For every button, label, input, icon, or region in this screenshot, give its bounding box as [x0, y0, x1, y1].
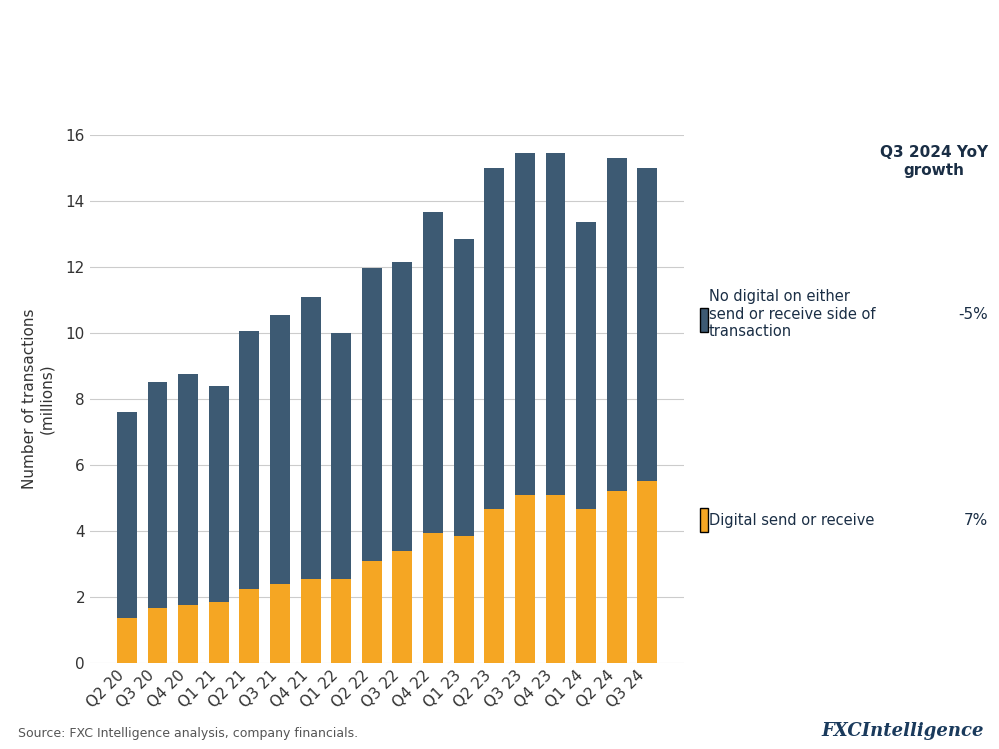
FancyBboxPatch shape — [700, 308, 707, 332]
Bar — [606, 491, 626, 663]
Bar — [545, 153, 565, 494]
Bar — [485, 168, 504, 509]
Text: Q3 2024 YoY
growth: Q3 2024 YoY growth — [880, 145, 988, 178]
Bar — [209, 601, 229, 663]
Bar — [362, 560, 382, 663]
Text: Digital send or receive: Digital send or receive — [709, 513, 874, 528]
Bar — [576, 222, 596, 509]
Bar — [545, 494, 565, 663]
Bar — [332, 333, 351, 579]
Bar — [393, 551, 413, 663]
FancyBboxPatch shape — [700, 509, 707, 533]
Bar — [637, 482, 657, 663]
Text: -5%: -5% — [958, 307, 988, 322]
Text: Intermex transaction numbers by digital and non-digital: Intermex transaction numbers by digital … — [18, 91, 523, 109]
Bar — [454, 239, 474, 536]
Bar — [240, 331, 260, 589]
Y-axis label: Number of transactions
(millions): Number of transactions (millions) — [22, 309, 55, 489]
Bar — [393, 262, 413, 551]
Bar — [454, 536, 474, 663]
Bar — [424, 533, 443, 663]
Text: Digital transactions are currently Intermex’s key growth driver: Digital transactions are currently Inter… — [18, 22, 999, 49]
Bar — [637, 168, 657, 482]
Bar — [240, 589, 260, 663]
Bar — [485, 509, 504, 663]
Bar — [117, 619, 137, 663]
Bar — [148, 382, 168, 608]
Bar — [362, 268, 382, 560]
Bar — [514, 494, 534, 663]
Bar — [301, 579, 321, 663]
Text: No digital on either
send or receive side of
transaction: No digital on either send or receive sid… — [709, 289, 875, 339]
Text: 7%: 7% — [964, 513, 988, 528]
Bar — [148, 608, 168, 663]
Bar — [270, 315, 290, 583]
Text: Source: FXC Intelligence analysis, company financials.: Source: FXC Intelligence analysis, compa… — [18, 727, 358, 740]
Bar — [424, 213, 443, 533]
Bar — [514, 153, 534, 494]
Bar — [270, 583, 290, 663]
Bar — [117, 412, 137, 619]
Bar — [301, 297, 321, 579]
Bar — [332, 579, 351, 663]
Bar — [178, 605, 198, 663]
Bar — [606, 158, 626, 491]
Text: FXCIntelligence: FXCIntelligence — [821, 722, 984, 740]
Bar — [209, 386, 229, 601]
Bar — [576, 509, 596, 663]
Bar — [178, 374, 198, 605]
